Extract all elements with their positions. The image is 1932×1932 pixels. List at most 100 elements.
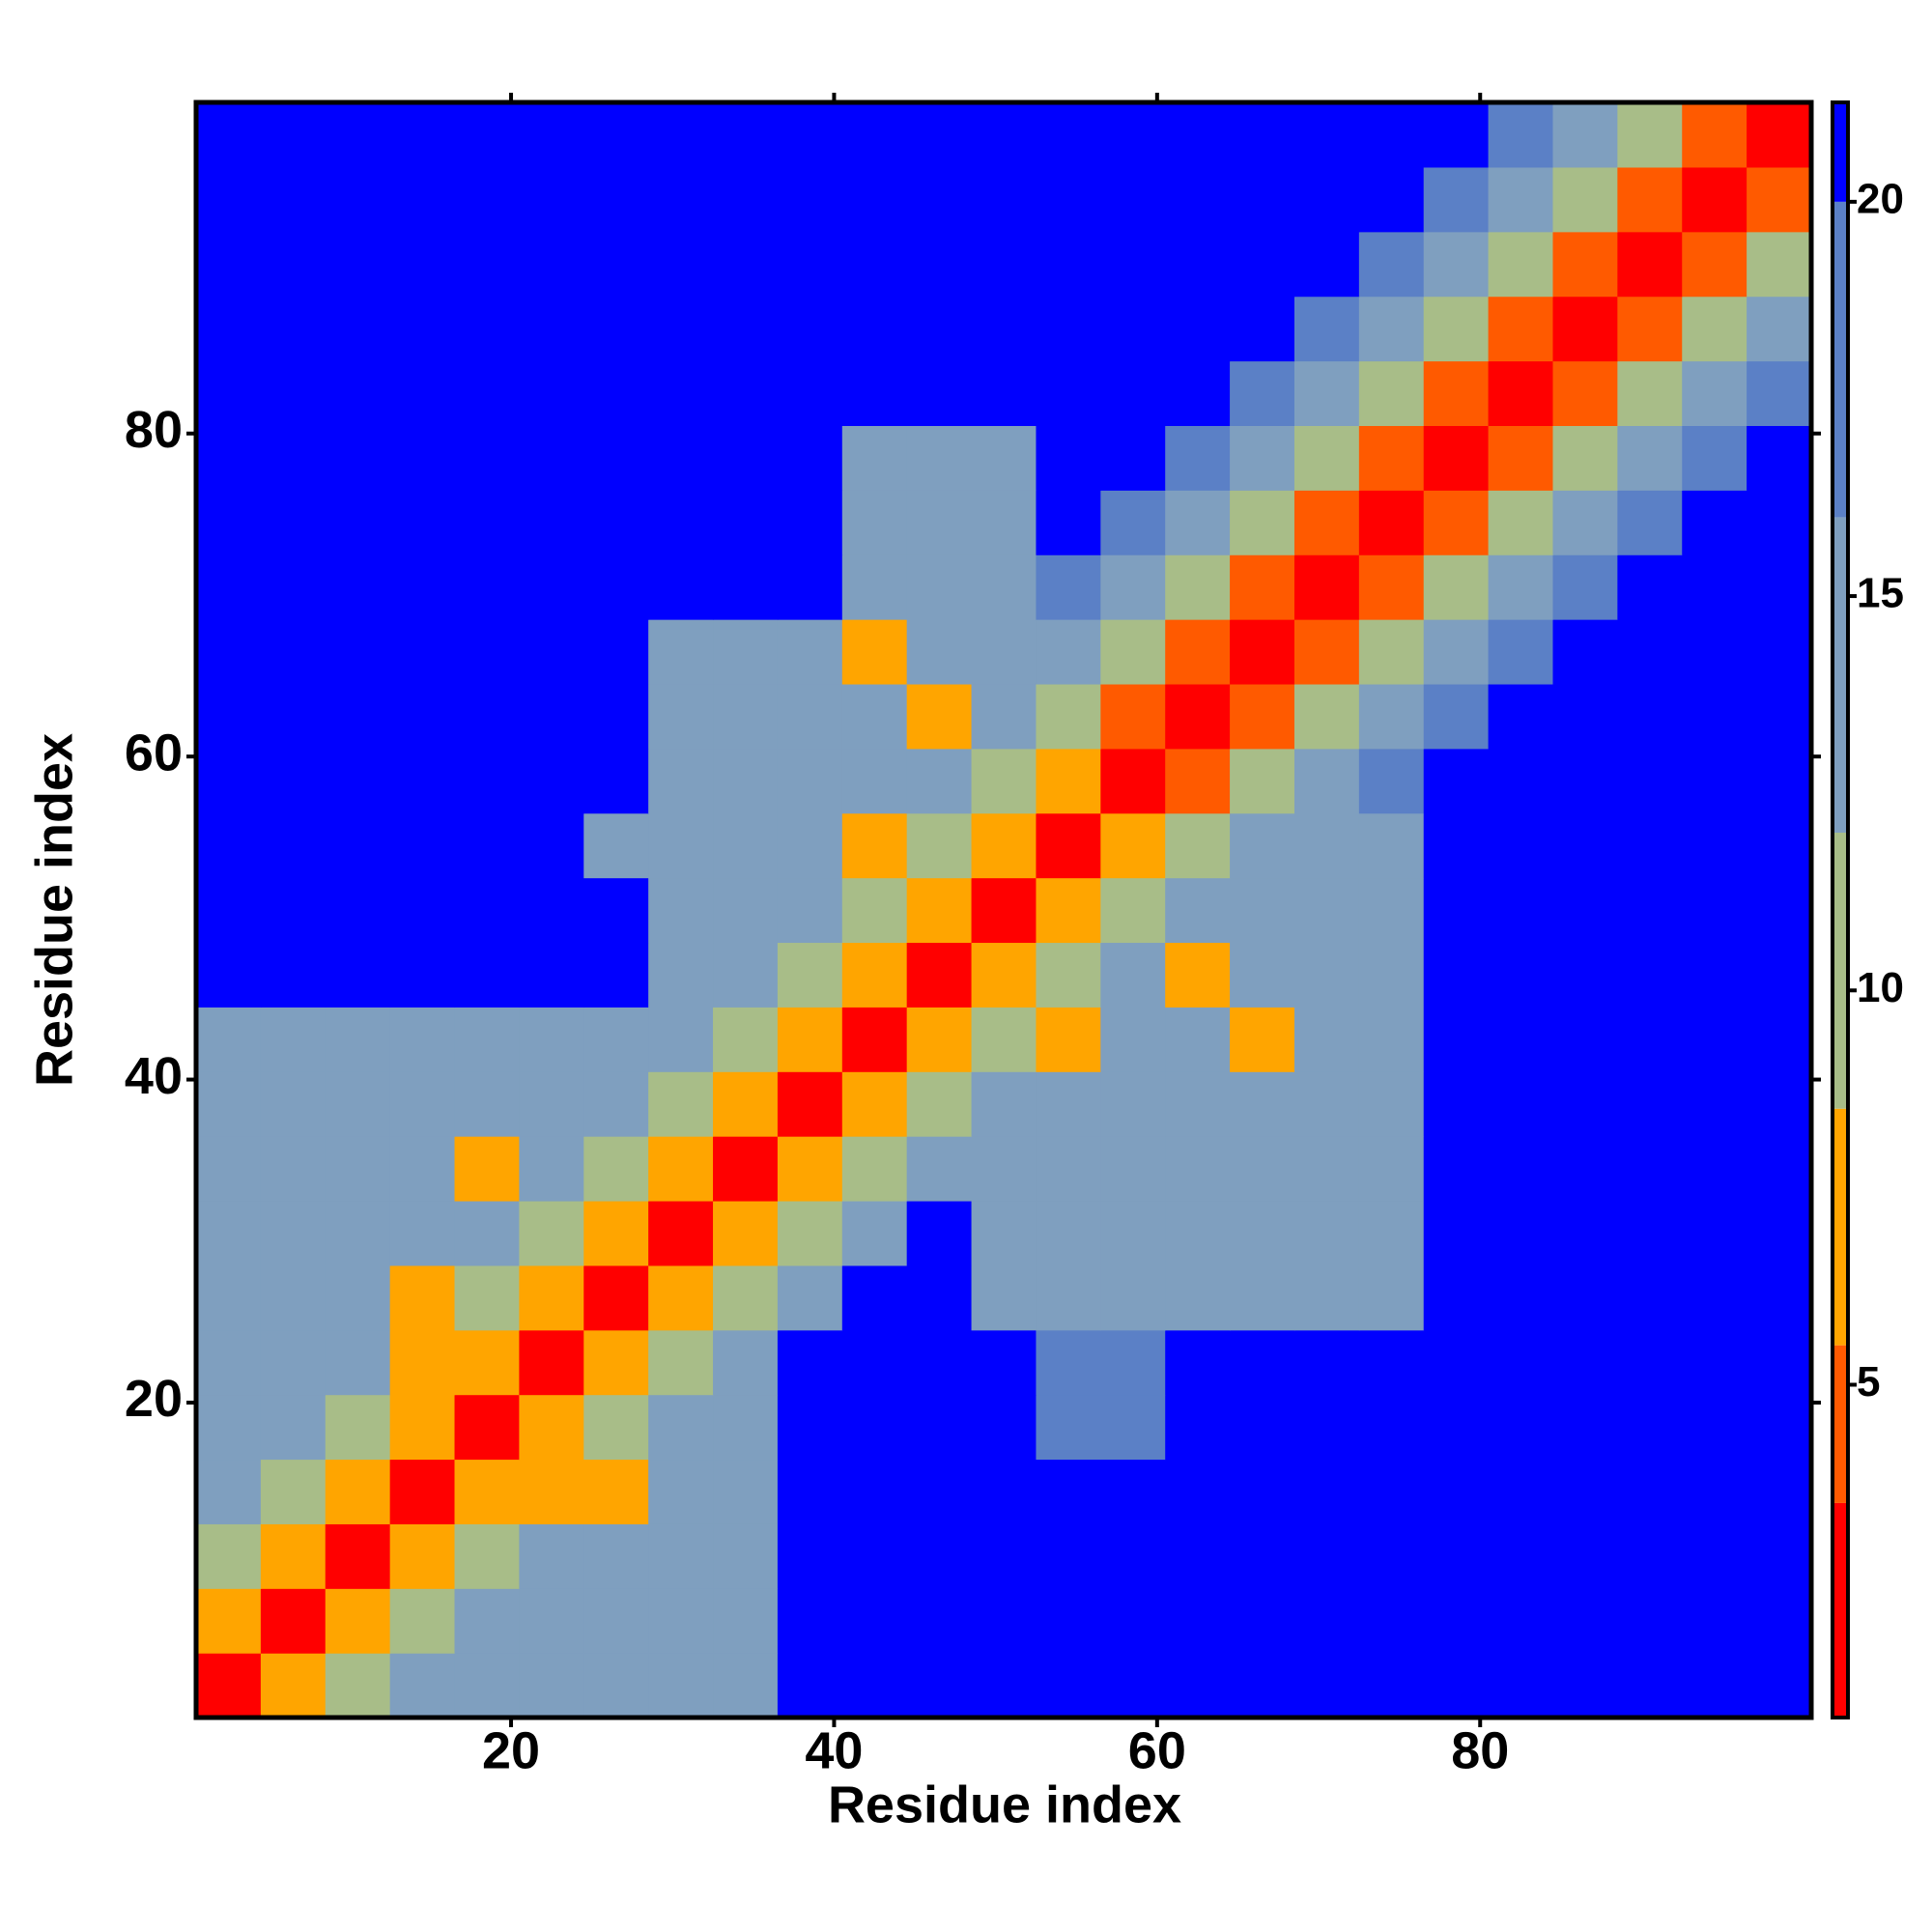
heatmap-cell (1293, 102, 1360, 168)
heatmap-cell (1423, 490, 1490, 555)
heatmap-cell (1358, 1588, 1425, 1654)
heatmap-cell (1230, 683, 1295, 750)
heatmap-cell (1617, 425, 1683, 491)
heatmap-cell (1100, 554, 1166, 620)
heatmap-cell (1423, 812, 1490, 879)
heatmap-cell (841, 1394, 908, 1461)
heatmap-cell (1488, 1071, 1554, 1137)
heatmap-cell (1293, 1136, 1360, 1202)
heatmap-cell (389, 812, 456, 879)
heatmap-cell (648, 1588, 714, 1654)
heatmap-cell (260, 102, 327, 168)
x-tick-label: 80 (1451, 1721, 1509, 1779)
heatmap-cell (713, 296, 779, 362)
heatmap-cell (1747, 360, 1812, 426)
heatmap-cell (777, 1264, 843, 1331)
heatmap-cell (1682, 1007, 1747, 1072)
heatmap-cell (1230, 1523, 1295, 1589)
heatmap-cell (648, 1200, 714, 1266)
heatmap-cell (1617, 1264, 1683, 1331)
heatmap-cell (454, 1523, 520, 1589)
heatmap-cell (906, 942, 973, 1008)
colorbar-tick-label: 10 (1857, 964, 1904, 1011)
heatmap-cell (1230, 1459, 1295, 1524)
heatmap-cell (1423, 360, 1490, 426)
heatmap-cell (1230, 554, 1295, 620)
x-tick-label: 60 (1128, 1721, 1186, 1779)
heatmap-cell (1100, 748, 1166, 814)
heatmap-cell (1100, 812, 1166, 879)
heatmap-cell (454, 1136, 520, 1202)
heatmap-cell (389, 1264, 456, 1331)
heatmap-cell (260, 1523, 327, 1589)
heatmap-cell (454, 360, 520, 426)
heatmap-cell (1100, 1200, 1166, 1266)
heatmap-cell (325, 1394, 391, 1461)
heatmap-cell (971, 1264, 1037, 1331)
heatmap-cell (1358, 296, 1425, 362)
heatmap-cell (777, 102, 843, 168)
heatmap-cell (841, 1200, 908, 1266)
heatmap-cell (648, 231, 714, 298)
heatmap-cell (1747, 554, 1812, 620)
heatmap-cell (1165, 1394, 1231, 1461)
heatmap-cell (1682, 490, 1747, 555)
heatmap-cell (519, 490, 584, 555)
heatmap-cell (777, 748, 843, 814)
heatmap-cell (1100, 296, 1166, 362)
heatmap-cell (583, 942, 649, 1008)
heatmap-cell (260, 1588, 327, 1654)
heatmap-cell (1617, 1588, 1683, 1654)
x-tick-label: 40 (805, 1721, 863, 1779)
heatmap-cell (1747, 942, 1812, 1008)
heatmap-cell (971, 1136, 1037, 1202)
heatmap-cell (325, 812, 391, 879)
heatmap-cell (1747, 102, 1812, 168)
heatmap-cell (196, 102, 262, 168)
heatmap-cell (1293, 1394, 1360, 1461)
heatmap-cell (389, 490, 456, 555)
heatmap-cell (1165, 425, 1231, 491)
heatmap-cell (519, 102, 584, 168)
heatmap-cell (1358, 425, 1425, 491)
heatmap-cell (906, 1136, 973, 1202)
heatmap-cell (1682, 1264, 1747, 1331)
heatmap-cell (260, 231, 327, 298)
heatmap-cell (1747, 683, 1812, 750)
heatmap-cell (777, 360, 843, 426)
heatmap-cell (1230, 748, 1295, 814)
heatmap-cell (1488, 296, 1554, 362)
heatmap-cell (1423, 1264, 1490, 1331)
heatmap-cell (1682, 1200, 1747, 1266)
heatmap-cell (1230, 231, 1295, 298)
heatmap-cell (1552, 360, 1618, 426)
heatmap-cell (389, 1071, 456, 1137)
heatmap-cell (1165, 748, 1231, 814)
heatmap-cell (325, 1136, 391, 1202)
heatmap-cell (1423, 748, 1490, 814)
heatmap-cell (583, 1007, 649, 1072)
heatmap-cell (713, 1071, 779, 1137)
heatmap-cell (1423, 102, 1490, 168)
y-tick-label: 60 (125, 724, 183, 781)
heatmap-cell (906, 1588, 973, 1654)
heatmap-cell (777, 1007, 843, 1072)
heatmap-cell (196, 748, 262, 814)
heatmap-cell (1358, 1459, 1425, 1524)
heatmap-cell (454, 1588, 520, 1654)
heatmap-cell (519, 1007, 584, 1072)
heatmap-cell (1747, 1394, 1812, 1461)
heatmap-cell (1747, 231, 1812, 298)
heatmap-cell (1036, 1264, 1101, 1331)
heatmap-cell (648, 166, 714, 233)
heatmap-cell (454, 1329, 520, 1396)
heatmap-cell (841, 1071, 908, 1137)
heatmap-cell (1230, 1653, 1295, 1719)
heatmap-cell (1552, 1653, 1618, 1719)
heatmap-cell (389, 296, 456, 362)
heatmap-cell (1230, 1264, 1295, 1331)
heatmap-cell (1293, 942, 1360, 1008)
heatmap-cell (260, 877, 327, 944)
heatmap-cell (1165, 942, 1231, 1008)
heatmap-cell (454, 554, 520, 620)
